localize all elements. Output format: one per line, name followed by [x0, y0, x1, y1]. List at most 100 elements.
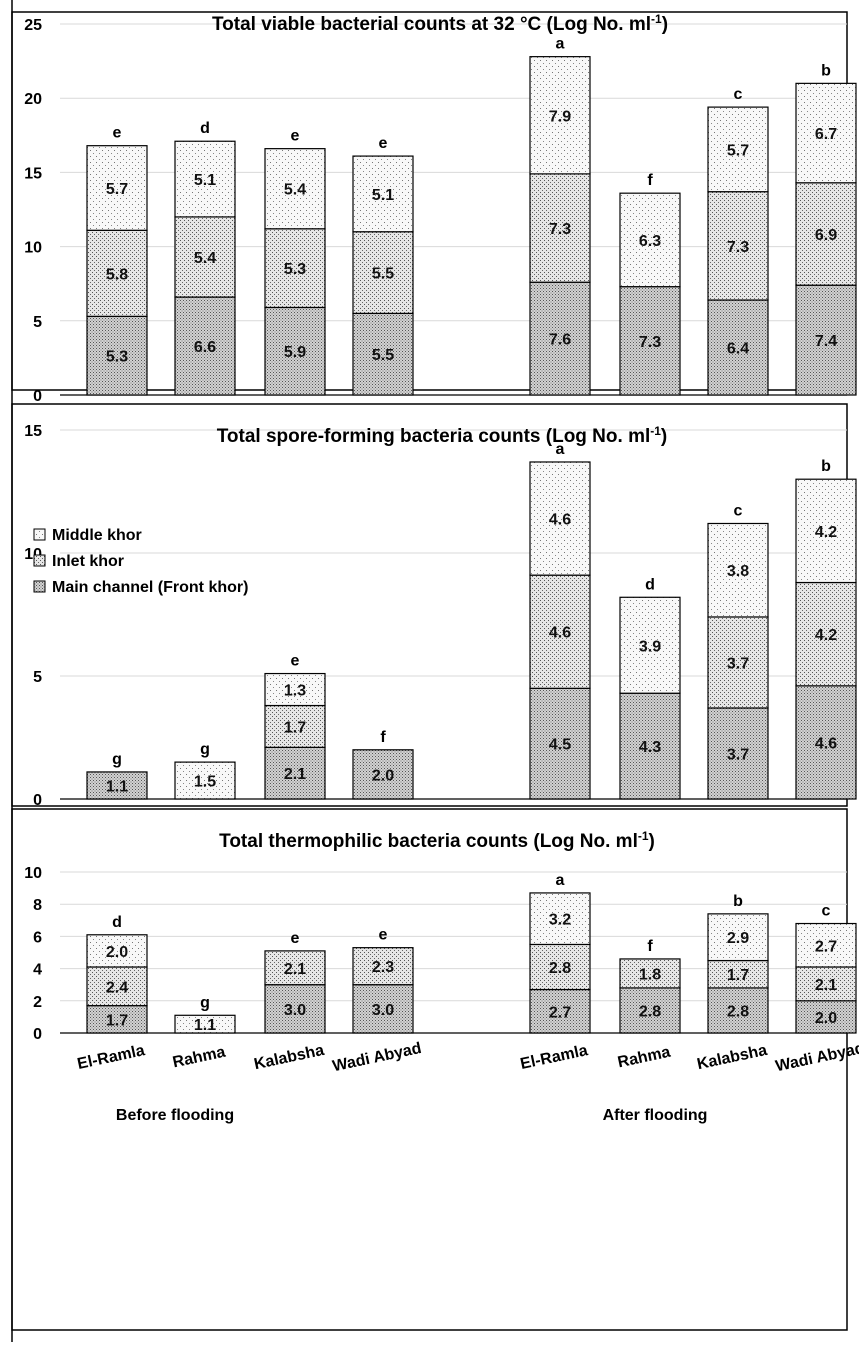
- significance-letter: d: [200, 120, 210, 137]
- bar-segment-inlet: [707, 191, 769, 301]
- data-label: 7.9: [549, 108, 571, 125]
- bar-segment-main: [264, 306, 326, 396]
- x-tick-label: Rahma: [171, 1044, 227, 1072]
- bar-segment-inlet: [352, 231, 414, 314]
- y-tick-label: 0: [33, 1026, 42, 1043]
- bar-segment-middle: [264, 672, 326, 707]
- data-label: 6.9: [815, 227, 837, 244]
- significance-letter: g: [200, 994, 210, 1011]
- panel-frame: [11, 808, 848, 1331]
- bar-segment-main: [264, 746, 326, 800]
- bar-segment-middle: [86, 934, 148, 968]
- bar-segment-middle: [529, 461, 591, 576]
- bar-segment-middle: [174, 140, 236, 218]
- data-label: 3.2: [549, 912, 571, 929]
- data-label: 2.4: [106, 979, 128, 996]
- data-label: 2.8: [639, 1003, 661, 1020]
- data-label: 4.6: [549, 625, 571, 642]
- significance-letter: f: [380, 729, 386, 746]
- significance-letter: e: [291, 653, 300, 670]
- data-label: 6.7: [815, 126, 837, 143]
- significance-letter: g: [200, 741, 210, 758]
- y-tick-label: 8: [33, 897, 42, 914]
- x-tick-label: Kalabsha: [696, 1042, 769, 1073]
- bar-segment-middle: [86, 145, 148, 231]
- data-label: 2.7: [815, 938, 837, 955]
- bar-segment-middle: [619, 596, 681, 694]
- bar-segment-inlet: [264, 950, 326, 986]
- data-label: 7.3: [727, 239, 749, 256]
- data-label: 2.1: [815, 977, 837, 994]
- data-label: 5.1: [372, 187, 394, 204]
- data-label: 4.2: [815, 627, 837, 644]
- bar-segment-main: [795, 284, 857, 396]
- data-label: 5.9: [284, 344, 306, 361]
- data-label: 2.8: [727, 1003, 749, 1020]
- chart-title: Total spore-forming bacteria counts (Log…: [217, 424, 668, 447]
- data-label: 5.1: [194, 172, 216, 189]
- data-label: 2.8: [549, 960, 571, 977]
- x-tick-label: Rahma: [616, 1044, 672, 1072]
- bar-segment-main: [529, 281, 591, 396]
- data-label: 1.1: [106, 778, 128, 795]
- significance-letter: e: [291, 930, 300, 947]
- x-tick-label: Wadi Abyad: [331, 1040, 423, 1075]
- significance-letter: a: [556, 441, 565, 458]
- data-label: 7.3: [549, 221, 571, 238]
- significance-letter: a: [556, 872, 565, 889]
- significance-letter: b: [821, 62, 831, 79]
- bar-segment-inlet: [264, 228, 326, 309]
- x-tick-label: El-Ramla: [76, 1042, 147, 1073]
- data-label: 5.7: [727, 142, 749, 159]
- bar-segment-middle: [619, 192, 681, 288]
- data-label: 5.4: [284, 182, 306, 199]
- data-label: 5.5: [372, 266, 394, 283]
- group-label: After flooding: [603, 1107, 708, 1124]
- data-label: 6.6: [194, 339, 216, 356]
- bar-segment-main: [86, 771, 148, 800]
- legend: Middle khor Inlet khor Main channel (Front…: [33, 527, 248, 596]
- significance-letter: e: [379, 135, 388, 152]
- data-label: 4.6: [549, 512, 571, 529]
- bar-segment-main: [795, 1000, 857, 1034]
- bar-segment-main: [352, 749, 414, 800]
- x-tick-label: El-Ramla: [519, 1042, 590, 1073]
- bar-segment-inlet: [352, 947, 414, 986]
- bar-segment-main: [619, 286, 681, 396]
- data-label: 5.5: [372, 347, 394, 364]
- bar-segment-middle: [174, 761, 236, 800]
- data-label: 3.9: [639, 638, 661, 655]
- significance-letter: a: [556, 36, 565, 53]
- legend-swatch: [33, 554, 46, 567]
- data-label: 7.6: [549, 332, 571, 349]
- chart-title: Total thermophilic bacteria counts (Log …: [219, 829, 655, 852]
- legend-label: Inlet khor: [52, 553, 124, 570]
- data-label: 3.7: [727, 655, 749, 672]
- bar-segment-middle: [352, 155, 414, 233]
- data-label: 2.3: [372, 959, 394, 976]
- data-label: 6.3: [639, 233, 661, 250]
- significance-letter: e: [113, 125, 122, 142]
- data-label: 7.3: [639, 334, 661, 351]
- y-tick-label: 20: [24, 91, 42, 108]
- legend-label: Middle khor: [52, 527, 142, 544]
- data-label: 2.1: [284, 766, 306, 783]
- data-label: 1.1: [194, 1017, 216, 1034]
- bar-segment-middle: [264, 148, 326, 230]
- data-label: 2.0: [106, 944, 128, 961]
- data-label: 6.4: [727, 341, 749, 358]
- data-label: 5.4: [194, 250, 216, 267]
- x-tick-label: Kalabsha: [253, 1042, 326, 1073]
- bar-segment-middle: [795, 82, 857, 184]
- data-label: 1.7: [284, 719, 306, 736]
- data-label: 2.0: [372, 767, 394, 784]
- data-label: 5.8: [106, 266, 128, 283]
- significance-letter: f: [647, 172, 653, 189]
- bar-segment-main: [529, 988, 591, 1034]
- y-tick-label: 10: [24, 865, 42, 882]
- data-label: 3.0: [284, 1002, 306, 1019]
- data-label: 2.7: [549, 1004, 571, 1021]
- bar-segment-main: [619, 692, 681, 800]
